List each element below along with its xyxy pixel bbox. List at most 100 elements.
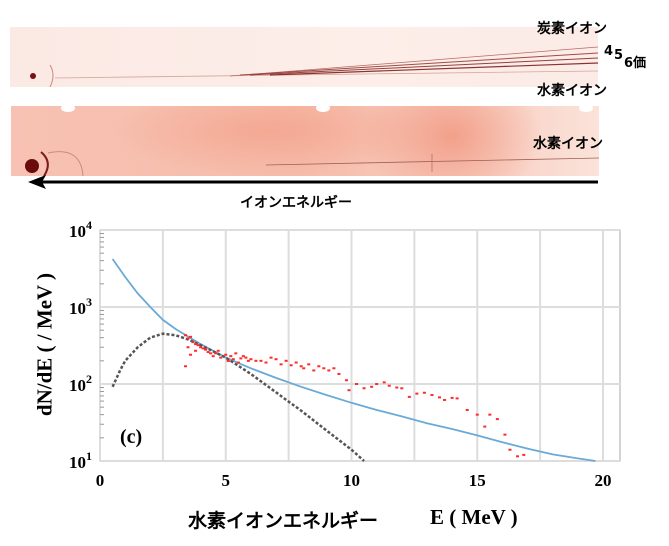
y-tick-label: 101	[69, 449, 92, 472]
measured-data-point	[400, 387, 404, 390]
measured-data-point	[284, 359, 288, 362]
measured-data-point	[450, 396, 454, 399]
y-tick-label: 104	[69, 218, 92, 241]
measured-data-point	[196, 344, 200, 347]
measured-data-point	[299, 365, 303, 368]
carbon-track-main	[269, 62, 599, 76]
measured-data-point	[219, 356, 223, 359]
measured-data-point	[347, 389, 351, 392]
model-curve-dashed	[111, 332, 365, 462]
hydrogen-track	[54, 70, 599, 79]
spot-ring	[49, 64, 54, 88]
measured-data-point	[344, 379, 348, 382]
measured-data-point	[229, 355, 233, 358]
hydrogen-track-image	[11, 104, 599, 176]
measured-data-point	[241, 355, 245, 358]
measured-data-point	[274, 358, 278, 361]
measured-data-point	[264, 361, 268, 364]
measured-data-point	[337, 372, 341, 375]
measured-data-point	[407, 395, 411, 398]
measured-data-point	[211, 355, 215, 358]
measured-data-point	[387, 384, 391, 387]
carbon-track-6	[249, 57, 599, 76]
arrow-head-icon	[28, 175, 46, 189]
measured-data-point	[312, 369, 316, 372]
measured-data-point	[206, 351, 210, 354]
energy-arrow	[28, 175, 598, 189]
measured-data-point	[322, 367, 326, 370]
measured-data-point	[515, 455, 519, 458]
measured-data-point	[332, 367, 336, 370]
measured-data-point	[191, 341, 195, 344]
measured-data-point	[415, 392, 419, 395]
measured-data-point	[209, 352, 213, 355]
ion-energy-label: イオンエネルギー	[240, 195, 352, 211]
measured-data-point	[189, 353, 193, 356]
measured-data-point	[201, 347, 205, 350]
mount-hole	[61, 104, 75, 112]
measured-data-point	[194, 349, 198, 352]
measured-data-point	[395, 386, 399, 389]
measured-data-point	[254, 359, 258, 362]
beam-spot	[25, 159, 39, 173]
measured-data-point	[294, 361, 298, 364]
measured-data-point	[234, 352, 238, 355]
measured-data-point	[214, 352, 218, 355]
measured-data-point	[184, 334, 188, 337]
measured-data-point	[189, 335, 193, 338]
measured-data-point	[508, 448, 512, 451]
measured-data-point	[430, 393, 434, 396]
beam-spot	[30, 73, 36, 79]
measured-data-point	[455, 397, 459, 400]
x-tick-label: 10	[343, 471, 360, 490]
measured-data-point	[186, 337, 190, 340]
measured-data-point	[231, 358, 235, 361]
measured-data-point	[226, 359, 230, 362]
carbon-track-5	[239, 52, 599, 76]
measured-data-point	[370, 385, 374, 388]
measured-data-point	[382, 381, 386, 384]
measured-data-point	[289, 364, 293, 367]
measured-data-point	[488, 413, 492, 416]
plot-frame	[99, 229, 621, 462]
y-tick-label: 102	[69, 372, 92, 395]
x-tick-label: 0	[96, 471, 105, 490]
charge-state-6: 6価	[624, 56, 647, 71]
measured-data-point	[199, 346, 203, 349]
x-axis-label-jp: 水素イオンエネルギー	[188, 510, 379, 532]
track-lines	[25, 151, 599, 176]
measured-data-point	[279, 363, 283, 366]
measured-data-point	[204, 348, 208, 351]
measured-data-point	[483, 425, 487, 428]
spot-ring	[40, 151, 49, 176]
panel-label: (c)	[120, 426, 143, 448]
measured-data-point	[522, 453, 526, 456]
measured-data-point	[246, 359, 250, 362]
fit-curve	[111, 258, 596, 462]
measured-data-point	[269, 356, 273, 359]
x-tick-label: 5	[222, 471, 231, 490]
measured-data-point	[443, 398, 447, 401]
measured-data-point	[249, 358, 253, 361]
measured-data-point	[239, 357, 243, 360]
mount-hole	[316, 104, 330, 112]
y-tick-label: 103	[69, 295, 92, 318]
mount-hole	[579, 104, 593, 112]
charge-state-5: 5	[614, 48, 624, 63]
hydrogen-track	[265, 157, 599, 166]
measured-data-point	[216, 349, 220, 352]
hydrogen-ion-label-bottom: 水素イオン	[533, 136, 603, 152]
measured-data-point	[422, 391, 426, 394]
measured-data-point	[355, 383, 359, 385]
measured-data-point	[475, 413, 479, 416]
measured-data-point	[236, 361, 240, 364]
measured-data-point	[186, 346, 190, 349]
carbon-track-4	[229, 46, 599, 77]
hydrogen-ion-label-top: 水素イオン	[537, 83, 607, 99]
measured-data-point	[224, 353, 228, 356]
measured-data-point	[259, 359, 263, 362]
measured-data-point	[375, 383, 379, 385]
measured-data-point	[184, 365, 188, 368]
charge-state-4: 4	[604, 44, 614, 59]
y-axis-label: dN/dE ( / MeV )	[32, 272, 57, 417]
